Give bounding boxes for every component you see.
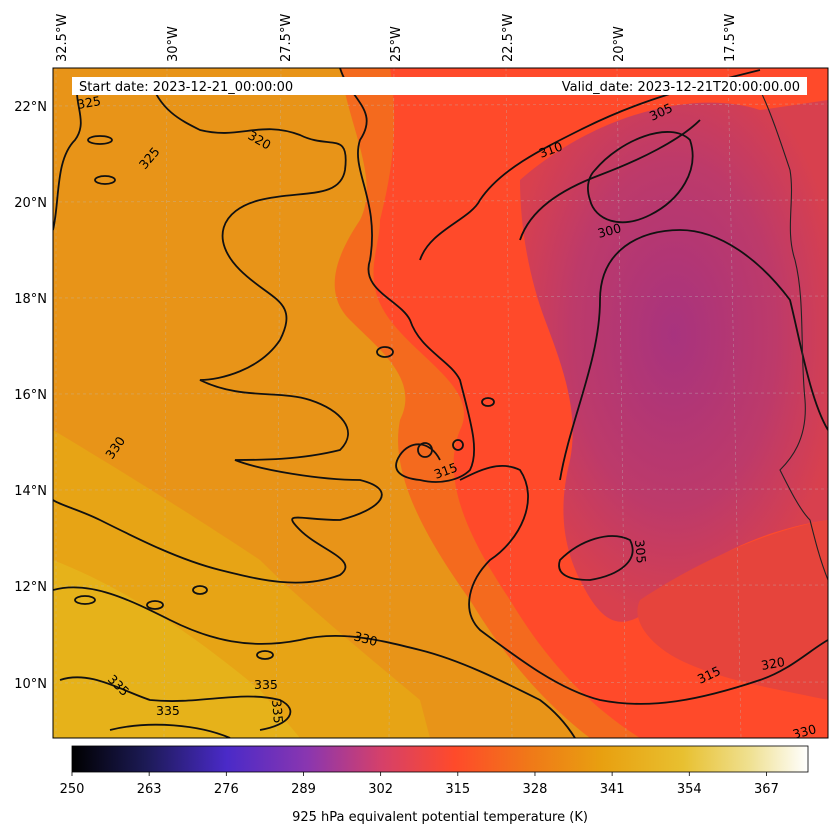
date-header-box: [72, 77, 807, 95]
contour-lines: [53, 68, 828, 738]
contour-value-labels: 325 320 325 305 310 300 330 315 305 330 …: [76, 93, 818, 742]
latitude-labels: 22°N 20°N 18°N 16°N 14°N 12°N 10°N: [14, 100, 47, 692]
colorbar-tick-label: 315: [445, 782, 470, 797]
lon-label: 32.5°W: [55, 14, 70, 62]
colorbar-tick-label: 250: [60, 782, 85, 797]
lon-label: 27.5°W: [279, 14, 294, 62]
lat-label: 12°N: [14, 580, 47, 595]
contour-label: 335: [269, 699, 286, 724]
colorbar-ticks: 250 263 276 289 302 315 328 341 354 367: [60, 772, 779, 797]
valid-date-label: Valid_date: 2023-12-21T20:00:00.00: [562, 80, 800, 95]
colorbar-tick-label: 367: [754, 782, 779, 797]
lat-label: 14°N: [14, 484, 47, 499]
longitude-labels: 32.5°W 30°W 27.5°W 25°W 22.5°W 20°W 17.5…: [55, 14, 738, 62]
contour-label: 330: [791, 721, 818, 742]
colorbar-tick-label: 276: [214, 782, 239, 797]
contour-label: 335: [254, 677, 278, 692]
graticule: [53, 68, 828, 738]
colorbar-label: 925 hPa equivalent potential temperature…: [292, 810, 588, 825]
lat-label: 16°N: [14, 388, 47, 403]
colorbar-tick-label: 354: [677, 782, 702, 797]
africa-coastline: [759, 89, 828, 581]
start-date-label: Start date: 2023-12-21_00:00:00: [79, 80, 293, 95]
lon-label: 25°W: [389, 26, 404, 62]
colorbar-tick-label: 328: [523, 782, 548, 797]
lon-label: 20°W: [612, 26, 627, 62]
contour-label: 335: [156, 703, 180, 718]
colorbar: [71, 745, 809, 773]
lat-label: 20°N: [14, 196, 47, 211]
lon-label: 17.5°W: [723, 14, 738, 62]
contour-label: 330: [352, 628, 379, 649]
colorbar-tick-label: 302: [368, 782, 393, 797]
lon-label: 22.5°W: [501, 14, 516, 62]
contour-label: 305: [632, 539, 649, 564]
theta-e-field: [53, 68, 828, 738]
lat-label: 10°N: [14, 677, 47, 692]
colorbar-tick-label: 341: [600, 782, 625, 797]
map-frame: [52, 67, 829, 739]
colorbar-tick-label: 289: [291, 782, 316, 797]
lat-label: 22°N: [14, 100, 47, 115]
lat-label: 18°N: [14, 292, 47, 307]
colorbar-tick-label: 263: [137, 782, 162, 797]
contour-label: 320: [760, 654, 786, 673]
contour-label: 300: [596, 220, 623, 241]
contour-label: 325: [76, 93, 102, 112]
lon-label: 30°W: [166, 26, 181, 62]
